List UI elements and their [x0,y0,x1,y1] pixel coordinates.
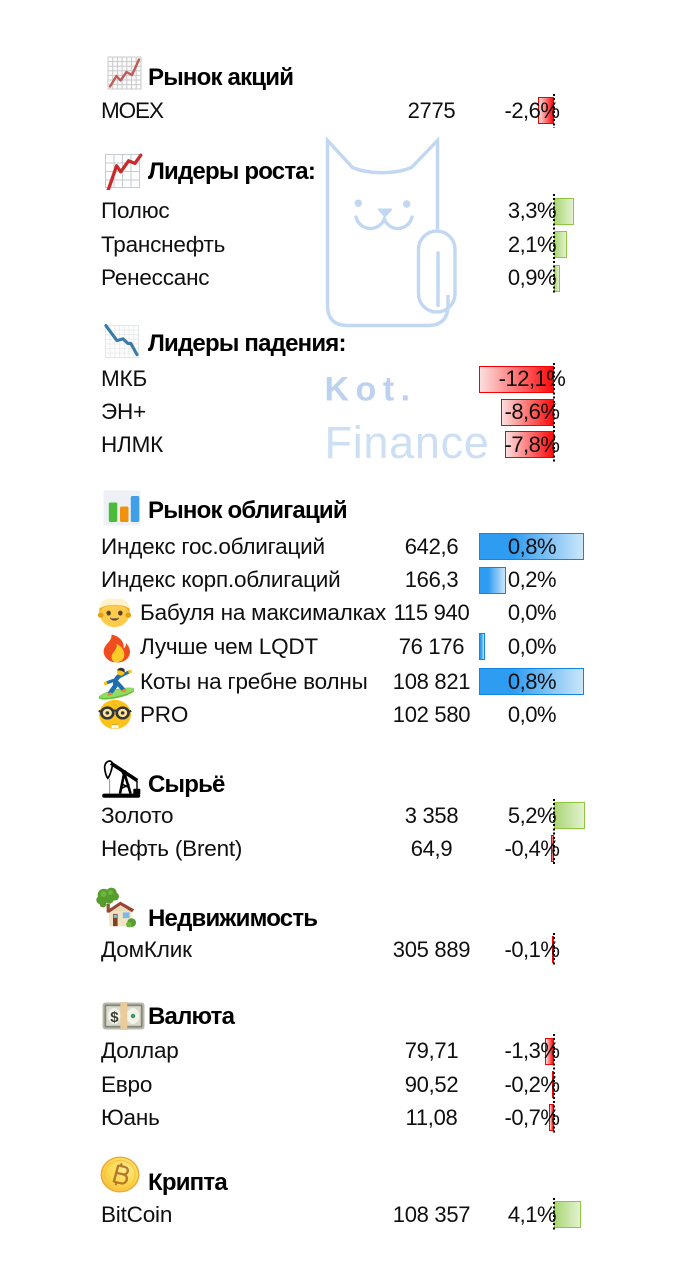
svg-text:Finance: Finance [325,417,490,468]
svg-text:Kot.: Kot. [325,371,417,409]
svg-text:$: $ [110,1009,119,1026]
